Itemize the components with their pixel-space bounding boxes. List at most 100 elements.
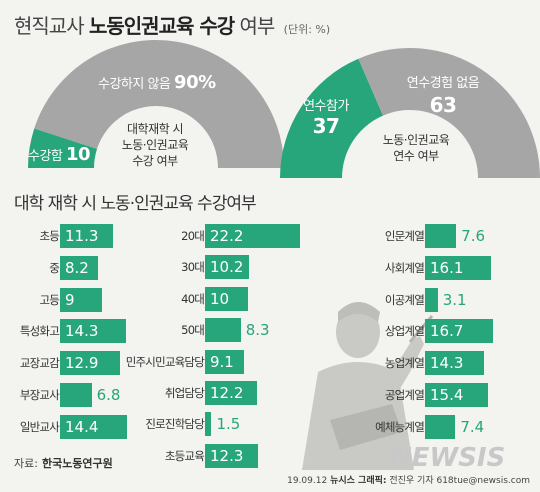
bar <box>205 255 249 280</box>
bar-row: 일반교사 14.4 <box>0 414 540 439</box>
gauge1-slice2-text: 수강하지 않음 90% <box>98 72 216 93</box>
bar-value-label: 1.5 <box>216 415 241 434</box>
bar-value-label: 3.1 <box>442 290 467 309</box>
bar <box>425 383 489 407</box>
bar-row: 초등 11.3 <box>0 224 540 248</box>
bar-row: 특성화고 14.3 <box>0 319 540 344</box>
bar-category-label: 민주시민교육담당 <box>125 354 205 369</box>
bar <box>425 414 456 439</box>
bar <box>60 414 127 439</box>
gauge1-center-label: 대학재학 시 노동·인권교육 수강 여부 <box>95 121 215 169</box>
bar-category-label: 예체능계열 <box>375 419 425 434</box>
bar-row: 취업담당 12.2 <box>0 381 540 405</box>
gauge2-slice-no-experience <box>358 48 540 178</box>
bar-row: 민주시민교육담당 9.1 <box>0 349 540 374</box>
gauge1-center-line: 대학재학 시 <box>126 122 184 136</box>
bar-category-label: 공업계열 <box>384 388 425 402</box>
bar-category-label: 40대 <box>181 291 205 306</box>
bar-value-label: 14.4 <box>65 417 99 436</box>
gauge1-slice1-value: 10 <box>66 144 91 165</box>
bar-category-label: 50대 <box>181 323 205 338</box>
bar-value-label: 22.2 <box>210 227 244 245</box>
bar-category-label: 인문계열 <box>384 229 425 243</box>
bar-category-label: 상업계열 <box>384 324 425 339</box>
bar-value-label: 10 <box>210 289 230 308</box>
gauge2-center-line: 연수 여부 <box>393 149 439 163</box>
credit-author: 전진우 기자 618tue@newsis.com <box>389 476 530 486</box>
bar <box>60 319 127 344</box>
bar-row: 40대 10 <box>0 286 540 311</box>
bar-category-label: 부장교사 <box>19 388 60 402</box>
bar-row: 중 8.2 <box>0 255 540 280</box>
bar-row: 공업계열 15.4 <box>0 383 540 407</box>
bar-category-label: 20대 <box>181 229 205 243</box>
bar <box>425 319 494 344</box>
bar <box>60 351 120 376</box>
gauge2-center-label: 노동·인권교육 연수 여부 <box>356 132 476 164</box>
gauge2-slice1-value: 37 <box>312 114 340 138</box>
bar-category-label: 교장교감 <box>19 356 60 371</box>
gauge2-slice-participated <box>280 58 383 179</box>
bar <box>205 318 241 343</box>
bar-value-label: 16.7 <box>430 322 464 341</box>
bar-value-label: 14.3 <box>430 354 464 373</box>
gauge2-slice2-value: 63 <box>429 93 457 117</box>
bar-section-title: 대학 재학 시 노동·인권교육 수강여부 <box>14 189 257 214</box>
gauge2-center-line: 노동·인권교육 <box>382 133 450 147</box>
bar-value-label: 11.3 <box>65 227 99 245</box>
bar-row: 인문계열 7.6 <box>0 224 540 248</box>
bar-category-label: 진로진학담당 <box>145 417 204 432</box>
bar <box>425 287 438 312</box>
bar-category-label: 30대 <box>181 260 205 275</box>
bar-row: 30대 10.2 <box>0 255 540 280</box>
bar-section-title-text: 대학 재학 시 노동·인권교육 수강여부 <box>14 194 257 214</box>
bar-value-label: 9.1 <box>210 352 234 371</box>
bar <box>205 286 248 311</box>
credit-org: 뉴시스 그래픽: <box>330 476 387 486</box>
bar-row: 20대 22.2 <box>0 224 540 248</box>
unit-label: (단위: %) <box>283 23 331 36</box>
gauge1-slice2-label: 수강하지 않음 <box>98 77 171 92</box>
bar-value-label: 9 <box>65 290 75 309</box>
gauge1-slice-sunggangham <box>28 128 98 168</box>
bar-category-label: 농업계열 <box>384 356 425 371</box>
bar <box>60 383 92 407</box>
bar <box>60 224 113 248</box>
gauge1-center-line: 노동·인권교육 <box>121 138 189 152</box>
teacher-figure <box>302 302 424 470</box>
gauge2-slice2-text: 연수경험 없음 63 <box>388 72 498 117</box>
bar <box>205 443 258 468</box>
bar <box>425 255 491 280</box>
bar-row: 부장교사 6.8 <box>0 383 540 407</box>
bar <box>60 287 102 312</box>
source-org: 한국노동연구원 <box>41 457 113 470</box>
bar-value-label: 12.2 <box>210 384 244 402</box>
title-prefix: 현직교사 <box>14 14 85 38</box>
bar <box>425 224 457 248</box>
gauge2-slice1-label: 연수참가 <box>303 99 349 114</box>
gauge1-slice1-label: 수강함 <box>28 149 63 164</box>
bar-value-label: 14.3 <box>65 322 99 341</box>
bar-row: 진로진학담당 1.5 <box>0 412 540 437</box>
bar-value-label: 8.3 <box>245 321 270 340</box>
bar <box>205 412 212 437</box>
bar-category-label: 중 <box>49 260 60 275</box>
bar-value-label: 8.2 <box>65 258 89 277</box>
bar-row: 이공계열 3.1 <box>0 287 540 312</box>
bar <box>425 351 484 376</box>
bar-row: 사회계열 16.1 <box>0 255 540 280</box>
bar-row: 예체능계열 7.4 <box>0 414 540 439</box>
bar-value-label: 16.1 <box>430 258 464 277</box>
gauge2-slice2-label: 연수경험 없음 <box>406 76 480 91</box>
newsis-logo: NEWSIS <box>390 443 506 473</box>
bar-category-label: 이공계열 <box>384 292 425 307</box>
bar <box>60 255 99 280</box>
credit-line: 19.09.12 뉴시스 그래픽: 전진우 기자 618tue@newsis.c… <box>287 473 530 486</box>
source-label: 자료: <box>14 457 38 470</box>
bar <box>205 224 301 248</box>
bar-row: 교장교감 12.9 <box>0 351 540 376</box>
bar <box>205 381 258 405</box>
bar-category-label: 고등 <box>39 292 59 307</box>
title-bold: 노동인권교육 수강 <box>88 14 235 38</box>
